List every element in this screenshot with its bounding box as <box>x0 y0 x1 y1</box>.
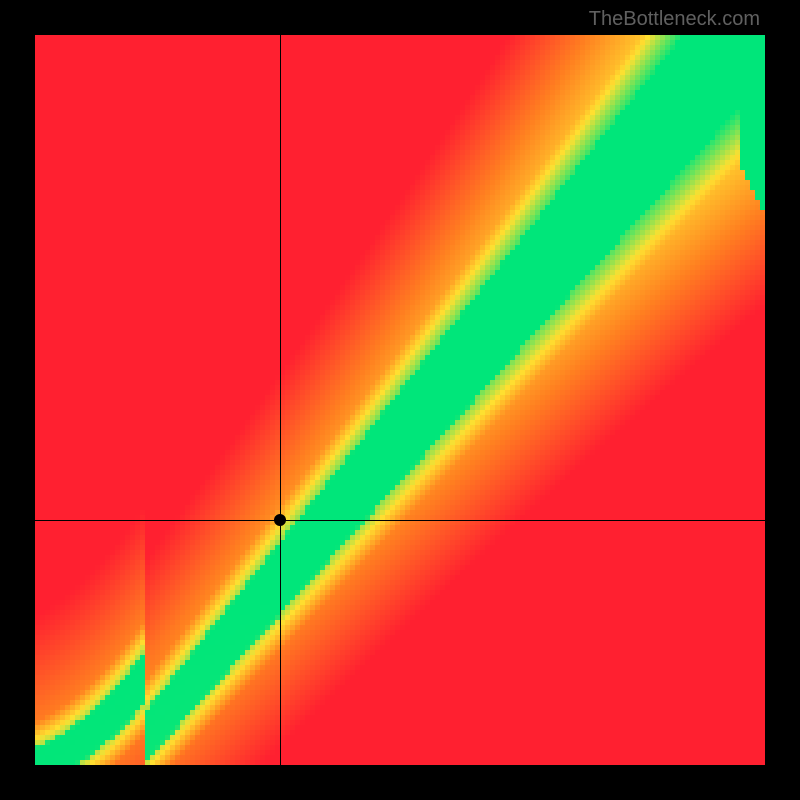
watermark-text: TheBottleneck.com <box>589 8 760 31</box>
heatmap-canvas <box>35 35 765 765</box>
plot-area <box>35 35 765 765</box>
bottleneck-point <box>274 514 286 526</box>
chart-container: TheBottleneck.com <box>0 0 800 800</box>
crosshair-horizontal <box>35 520 765 521</box>
crosshair-vertical <box>280 35 281 765</box>
